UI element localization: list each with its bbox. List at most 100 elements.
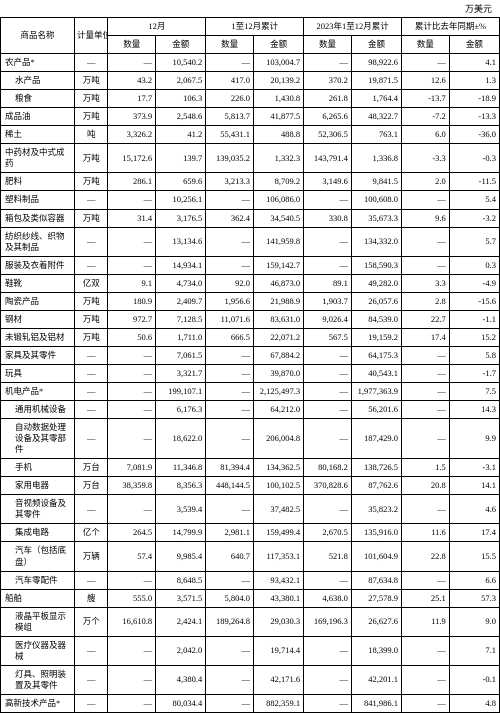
row-name: 水产品 <box>1 72 75 90</box>
row-value: 4.1 <box>449 54 499 72</box>
row-value: 7,128.5 <box>156 310 206 328</box>
row-value: 38,359.8 <box>108 477 156 495</box>
row-value: 22,071.2 <box>254 328 304 346</box>
table-row: 音视频设备及其零件——3,539.4—37,482.5—35,823.2—4.6 <box>1 495 500 524</box>
row-value: 882,359.1 <box>254 694 304 712</box>
row-value: 3,176.5 <box>156 209 206 227</box>
table-row: 肥料万吨286.1659.63,213.38,709.23,149.69,841… <box>1 173 500 191</box>
row-value: 103,004.7 <box>254 54 304 72</box>
row-value: 42,201.1 <box>351 665 401 694</box>
row-value: — <box>402 346 450 364</box>
row-name: 汽车零配件 <box>1 571 75 589</box>
row-name: 中药材及中式成药 <box>1 144 75 173</box>
row-value: — <box>206 571 254 589</box>
row-value: -3.2 <box>449 209 499 227</box>
row-value: 199,107.1 <box>156 382 206 400</box>
row-unit: 万吨 <box>75 310 108 328</box>
row-value: 5.8 <box>449 346 499 364</box>
row-value: 92.0 <box>206 274 254 292</box>
table-row: 粮食万吨17.7106.3226.01,430.8261.81,764.4-13… <box>1 90 500 108</box>
row-value: 5,813.7 <box>206 108 254 126</box>
row-value: 46,873.0 <box>254 274 304 292</box>
row-value: — <box>402 694 450 712</box>
row-value: — <box>206 54 254 72</box>
row-name: 自动数据处理设备及其零部件 <box>1 419 75 459</box>
row-name: 粮食 <box>1 90 75 108</box>
row-value: — <box>206 665 254 694</box>
row-value: — <box>108 191 156 209</box>
row-value: 42,171.6 <box>254 665 304 694</box>
row-value: -4.9 <box>449 274 499 292</box>
table-header: 商品名称 计量单位 12月 1至12月累计 2023年1至12月累计 累计比去年… <box>1 18 500 54</box>
row-unit: — <box>75 419 108 459</box>
table-row: 水产品万吨43.22,067.5417.020,139.2370.219,871… <box>1 72 500 90</box>
row-value: — <box>304 495 352 524</box>
table-row: 纺织纱线、织物及其制品——13,134.6—141,959.8—134,332.… <box>1 227 500 256</box>
row-value: 2,067.5 <box>156 72 206 90</box>
table-row: 成品油万吨373.92,548.65,813.741,877.56,265.64… <box>1 108 500 126</box>
row-name: 箱包及类似容器 <box>1 209 75 227</box>
header-dec: 12月 <box>108 18 206 36</box>
table-row: 农产品*——10,540.2—103,004.7—98,922.6—4.1 <box>1 54 500 72</box>
row-value: 567.5 <box>304 328 352 346</box>
row-value: — <box>402 364 450 382</box>
row-value: — <box>108 694 156 712</box>
row-value: 555.0 <box>108 589 156 607</box>
row-value: 31.4 <box>108 209 156 227</box>
row-unit: — <box>75 401 108 419</box>
row-value: — <box>206 256 254 274</box>
row-value: 100,608.0 <box>351 191 401 209</box>
row-value: 763.1 <box>351 126 401 144</box>
row-value: 14,799.9 <box>156 524 206 542</box>
row-value: 7,081.9 <box>108 459 156 477</box>
row-value: 11,071.6 <box>206 310 254 328</box>
row-value: 448,144.5 <box>206 477 254 495</box>
header-qty: 数量 <box>206 36 254 54</box>
row-value: 57.3 <box>449 589 499 607</box>
row-value: 2,670.5 <box>304 524 352 542</box>
row-unit: 万吨 <box>75 292 108 310</box>
row-value: 2,981.1 <box>206 524 254 542</box>
row-value: 2,548.6 <box>156 108 206 126</box>
currency-unit-label: 万美元 <box>0 0 500 17</box>
row-value: 22.8 <box>402 542 450 571</box>
row-value: 8,648.5 <box>156 571 206 589</box>
row-value: 141,959.8 <box>254 227 304 256</box>
row-value: -13.3 <box>449 108 499 126</box>
row-name: 音视频设备及其零件 <box>1 495 75 524</box>
row-name: 塑料制品 <box>1 191 75 209</box>
row-value: 27,578.9 <box>351 589 401 607</box>
table-row: 医疗仪器及器械——2,042.0—19,714.4—18,399.0—7.1 <box>1 636 500 665</box>
row-value: -36.0 <box>449 126 499 144</box>
row-value: — <box>402 382 450 400</box>
row-value: 12.6 <box>402 72 450 90</box>
row-value: 2.8 <box>402 292 450 310</box>
row-value: 1,956.6 <box>206 292 254 310</box>
row-name: 机电产品* <box>1 382 75 400</box>
row-value: 22.7 <box>402 310 450 328</box>
row-value: — <box>206 495 254 524</box>
row-name: 集成电路 <box>1 524 75 542</box>
row-value: — <box>304 665 352 694</box>
row-unit: — <box>75 636 108 665</box>
row-value: — <box>206 401 254 419</box>
row-value: 4.8 <box>449 694 499 712</box>
row-value: 100,102.5 <box>254 477 304 495</box>
row-value: 21,988.9 <box>254 292 304 310</box>
row-value: -3.1 <box>449 459 499 477</box>
row-value: 4,734.0 <box>156 274 206 292</box>
row-value: 18,622.0 <box>156 419 206 459</box>
row-value: 134,332.0 <box>351 227 401 256</box>
row-unit: — <box>75 495 108 524</box>
row-value: 9,985.4 <box>156 542 206 571</box>
row-value: 1,903.7 <box>304 292 352 310</box>
row-value: — <box>402 54 450 72</box>
row-value: 169,196.3 <box>304 607 352 636</box>
row-name: 玩具 <box>1 364 75 382</box>
row-value: 35,823.2 <box>351 495 401 524</box>
table-row: 陶瓷产品万吨180.92,409.71,956.621,988.91,903.7… <box>1 292 500 310</box>
row-name: 服装及衣着附件 <box>1 256 75 274</box>
row-value: 89.1 <box>304 274 352 292</box>
row-value: — <box>206 364 254 382</box>
header-prev: 2023年1至12月累计 <box>304 18 402 36</box>
